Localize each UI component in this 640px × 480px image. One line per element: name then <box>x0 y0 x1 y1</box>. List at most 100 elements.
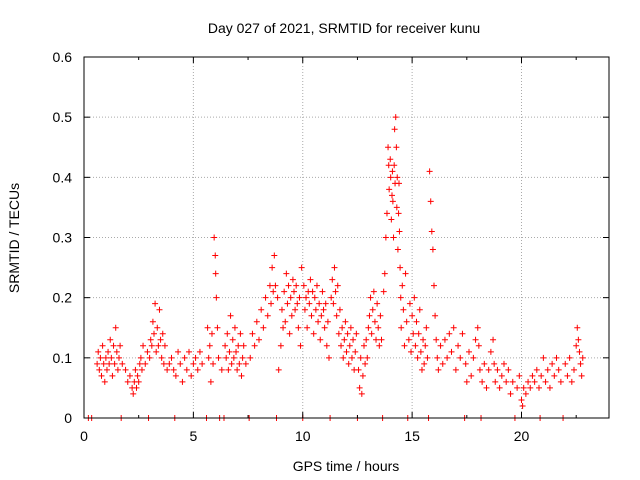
data-point <box>322 300 329 307</box>
data-point <box>334 282 341 289</box>
data-point <box>303 294 310 301</box>
data-point <box>416 306 423 313</box>
data-point <box>304 324 311 331</box>
data-point <box>352 348 359 355</box>
data-point <box>336 306 343 313</box>
data-point <box>491 360 498 367</box>
data-point <box>137 354 144 361</box>
data-point <box>280 324 287 331</box>
data-point <box>266 282 273 289</box>
data-point <box>412 342 419 349</box>
data-point <box>516 372 523 379</box>
data-point <box>204 324 211 331</box>
data-point <box>288 312 295 319</box>
data-point <box>316 300 323 307</box>
data-point <box>408 348 415 355</box>
data-point <box>228 360 235 367</box>
y-tick-label: 0.1 <box>53 350 73 366</box>
data-point <box>409 312 416 319</box>
data-point <box>234 366 241 373</box>
data-point <box>126 372 133 379</box>
data-point <box>210 360 217 367</box>
data-point <box>308 312 315 319</box>
data-point <box>446 330 453 337</box>
y-tick-label: 0.2 <box>53 290 73 306</box>
data-point <box>146 354 153 361</box>
data-point <box>190 360 197 367</box>
data-point <box>333 312 340 319</box>
data-point <box>335 330 342 337</box>
data-point <box>369 306 376 313</box>
data-point <box>355 366 362 373</box>
data-point <box>462 360 469 367</box>
data-point <box>237 330 244 337</box>
data-point <box>498 372 505 379</box>
data-point <box>501 360 507 367</box>
data-point <box>350 336 357 343</box>
data-point <box>158 354 165 361</box>
data-point <box>323 342 330 349</box>
data-point <box>475 342 482 349</box>
data-point <box>264 312 271 319</box>
data-point <box>346 342 353 349</box>
data-point <box>194 366 201 373</box>
data-point <box>421 360 428 367</box>
data-point <box>406 300 413 307</box>
data-point <box>136 360 143 367</box>
data-point <box>339 324 346 331</box>
data-point <box>455 342 462 349</box>
data-point <box>330 300 337 307</box>
data-point <box>283 270 290 277</box>
data-point <box>268 300 275 307</box>
data-point <box>212 270 219 277</box>
data-point <box>387 174 394 181</box>
data-point <box>359 372 366 379</box>
data-point <box>553 354 560 361</box>
data-point <box>401 342 408 349</box>
data-point <box>514 384 521 391</box>
data-point <box>371 318 378 325</box>
data-point <box>300 282 307 289</box>
data-point <box>417 348 424 355</box>
data-point <box>411 294 418 301</box>
data-point <box>507 390 514 397</box>
data-point <box>562 360 569 367</box>
data-point <box>269 264 276 271</box>
data-point <box>362 360 369 367</box>
data-point <box>426 168 433 175</box>
data-point <box>387 156 394 163</box>
data-point <box>147 336 154 343</box>
data-point <box>192 354 199 361</box>
data-point <box>551 372 558 379</box>
data-point <box>386 186 393 193</box>
data-point <box>222 342 229 349</box>
data-point <box>142 360 149 367</box>
data-point <box>403 318 410 325</box>
y-tick-label: 0.5 <box>53 109 73 125</box>
data-point <box>309 288 316 295</box>
data-point <box>385 162 392 169</box>
data-point <box>177 360 184 367</box>
data-point <box>196 348 203 355</box>
data-point <box>223 354 230 361</box>
x-tick-label: 0 <box>80 428 88 444</box>
data-point <box>394 174 401 181</box>
data-point <box>358 390 365 397</box>
data-point <box>428 228 435 235</box>
data-point <box>389 192 395 199</box>
data-point <box>424 354 431 361</box>
data-point <box>503 378 510 385</box>
data-point <box>214 324 221 331</box>
data-point <box>509 378 516 385</box>
data-point <box>239 354 246 361</box>
data-point <box>98 372 105 379</box>
data-point <box>242 360 249 367</box>
data-point <box>130 390 137 397</box>
data-point <box>225 366 232 373</box>
data-point <box>429 246 436 253</box>
data-point <box>236 360 243 367</box>
data-point <box>414 354 421 361</box>
data-point <box>166 360 173 367</box>
data-point <box>293 282 300 289</box>
data-point <box>476 366 483 373</box>
